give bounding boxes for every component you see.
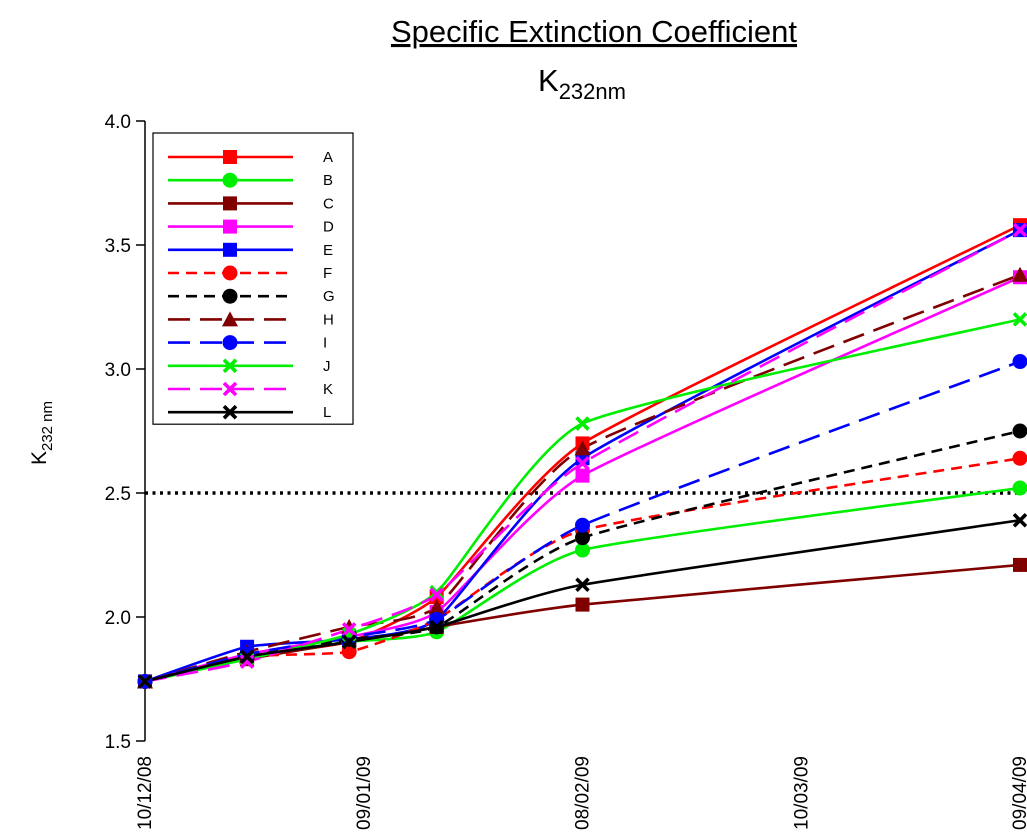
legend-label-f: F: [323, 265, 332, 282]
y-axis-label: K232 nm: [28, 401, 56, 465]
legend-label-h: H: [323, 311, 334, 328]
x-tick-label: 10/12/08: [135, 756, 156, 830]
data-point-f: [1012, 450, 1027, 466]
data-point-k: [1012, 222, 1027, 238]
data-point-c: [1013, 557, 1027, 572]
y-axis-label-sub: 232 nm: [39, 401, 56, 451]
legend-marker-i: [222, 335, 238, 351]
legend-marker-b: [222, 172, 238, 188]
legend-marker-a: [223, 150, 237, 164]
legend-marker-h: [222, 311, 238, 327]
legend-label-e: E: [323, 242, 333, 259]
chart-title: Specific Extinction Coefficient: [391, 14, 797, 49]
y-axis-label-main: K: [28, 451, 51, 465]
y-tick-label: 2.0: [105, 608, 131, 629]
y-tick-label: 3.0: [105, 360, 131, 381]
data-point-l: [1012, 513, 1027, 528]
legend-box: [152, 132, 354, 425]
data-point-j: [1012, 312, 1027, 327]
legend-label-j: J: [323, 358, 331, 375]
legend-label-l: L: [323, 404, 331, 421]
y-tick-label: 1.5: [105, 732, 131, 753]
data-point-k: [239, 654, 255, 669]
chart-subtitle-sub: 232nm: [559, 79, 626, 104]
x-tick-label: 08/02/09: [573, 756, 594, 830]
legend-marker-c: [223, 196, 237, 211]
data-point-h: [574, 440, 591, 456]
legend-marker-f: [222, 265, 238, 281]
legend-label-c: C: [323, 195, 334, 212]
chart-subtitle-main: K: [538, 63, 559, 98]
chart-subtitle: K232nm: [538, 63, 626, 104]
data-point-h: [428, 599, 445, 615]
legend-marker-l: [222, 404, 238, 420]
legend-marker-d: [223, 219, 237, 234]
data-point-g: [575, 530, 590, 546]
legend-label-k: K: [323, 381, 333, 398]
data-point-l: [239, 649, 255, 664]
plot-area: 1.5 2.0 2.5 3.0 3.5 4.0 10/12/08 09/01/09 08/02/…: [105, 112, 1027, 830]
data-point-h: [1012, 266, 1027, 282]
data-point-c: [575, 597, 590, 612]
legend-label-g: G: [323, 288, 335, 305]
data-point-b: [575, 542, 590, 558]
x-tick-label: 09/04/09: [1010, 756, 1027, 830]
legend-label-i: I: [323, 335, 327, 352]
legend-label-d: D: [323, 219, 334, 236]
data-point-l: [575, 577, 590, 593]
y-tick-label: 4.0: [105, 112, 131, 133]
y-tick-label: 2.5: [105, 484, 131, 505]
y-tick-label: 3.5: [105, 236, 131, 257]
data-point-k: [341, 622, 357, 637]
data-point-j: [575, 416, 590, 431]
legend-marker-g: [222, 288, 238, 304]
series-line-f: [144, 456, 1021, 683]
data-point-i: [1012, 354, 1027, 370]
data-point-l: [137, 674, 153, 689]
data-point-d: [575, 468, 590, 483]
legend-marker-k: [222, 381, 238, 397]
data-point-i: [575, 517, 590, 533]
legend-label-b: B: [323, 172, 333, 189]
legend-marker-j: [222, 358, 238, 374]
legend-label-a: A: [323, 149, 333, 166]
legend-marker-e: [223, 242, 237, 257]
data-point-k: [429, 587, 444, 602]
data-point-l: [429, 619, 444, 635]
data-point-g: [1012, 423, 1027, 439]
x-tick-label: 10/03/09: [791, 756, 812, 830]
x-tick-label: 09/01/09: [354, 756, 375, 830]
data-point-b: [1012, 480, 1027, 496]
svg-text:K232 nm: K232 nm: [28, 401, 56, 465]
data-point-l: [341, 634, 357, 650]
data-point-k: [575, 455, 590, 471]
